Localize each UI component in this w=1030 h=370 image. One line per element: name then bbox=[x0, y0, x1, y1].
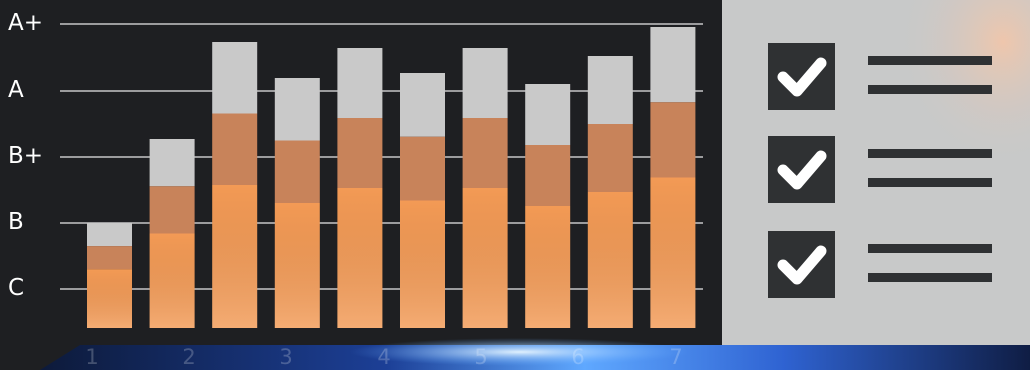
y-tick-label: A bbox=[8, 77, 24, 103]
floor-hotspot bbox=[350, 338, 690, 366]
checklist-item bbox=[768, 136, 992, 203]
bar-fade bbox=[525, 206, 571, 328]
checkmark-icon bbox=[777, 245, 827, 285]
checkmark-icon bbox=[777, 150, 827, 190]
bar-segment-middle bbox=[212, 113, 258, 185]
text-line bbox=[868, 273, 992, 282]
y-tick-label: A+ bbox=[8, 10, 44, 36]
text-line bbox=[868, 56, 992, 65]
bar bbox=[212, 42, 258, 328]
bar-segment-upper bbox=[212, 42, 258, 114]
bar-segment-middle bbox=[650, 102, 696, 178]
bar-segment-upper bbox=[587, 56, 633, 124]
bar bbox=[337, 48, 383, 328]
text-line bbox=[868, 244, 992, 253]
y-tick-label: B bbox=[8, 209, 24, 235]
checkmark-icon bbox=[777, 57, 827, 97]
bar-fade bbox=[87, 269, 132, 328]
x-tick-label: 7 bbox=[669, 345, 683, 369]
bar-segment-middle bbox=[337, 118, 383, 188]
bar bbox=[462, 48, 508, 328]
bar-segment-middle bbox=[87, 246, 132, 270]
bar-fade bbox=[462, 188, 508, 328]
bar-fade bbox=[650, 177, 696, 328]
bar-fade bbox=[400, 200, 445, 328]
bar-segment-middle bbox=[149, 186, 195, 234]
bar-fade bbox=[587, 192, 633, 328]
x-tick-label: 1 bbox=[85, 345, 99, 369]
text-line bbox=[868, 178, 992, 187]
bar bbox=[525, 84, 571, 328]
bar bbox=[149, 139, 195, 328]
text-line bbox=[868, 85, 992, 94]
y-tick-label: B+ bbox=[8, 143, 44, 169]
bar-segment-middle bbox=[400, 136, 445, 201]
bar-segment-upper bbox=[525, 84, 571, 145]
bar-fade bbox=[149, 233, 195, 328]
x-tick-label: 3 bbox=[279, 345, 293, 369]
bar-segment-middle bbox=[587, 124, 633, 192]
bar-segment-upper bbox=[87, 223, 132, 247]
bar-segment-upper bbox=[400, 73, 445, 137]
bar bbox=[87, 223, 132, 328]
bar bbox=[650, 27, 696, 328]
bar bbox=[400, 73, 445, 328]
bar-fade bbox=[212, 185, 258, 328]
checklist-item bbox=[768, 231, 992, 298]
bar-segment-upper bbox=[650, 27, 696, 103]
bar-segment-upper bbox=[337, 48, 383, 118]
bar-fade bbox=[274, 203, 320, 328]
bar-segment-upper bbox=[462, 48, 508, 118]
bar-segment-upper bbox=[274, 78, 320, 141]
text-line bbox=[868, 149, 992, 158]
x-tick-label: 2 bbox=[182, 345, 196, 369]
x-tick-label: 5 bbox=[474, 345, 488, 369]
y-tick-label: C bbox=[8, 275, 25, 301]
bar bbox=[274, 78, 320, 328]
checklist bbox=[768, 43, 992, 298]
bar-segment-middle bbox=[525, 145, 571, 206]
bar-segment-upper bbox=[149, 139, 195, 187]
hand-glow bbox=[850, 0, 1030, 210]
bars bbox=[87, 27, 696, 328]
bar bbox=[587, 56, 633, 328]
x-tick-label: 4 bbox=[377, 345, 391, 369]
bar-segment-middle bbox=[274, 140, 320, 203]
x-tick-label: 6 bbox=[571, 345, 585, 369]
bar-segment-middle bbox=[462, 118, 508, 188]
checklist-item bbox=[768, 43, 992, 110]
bar-fade bbox=[337, 188, 383, 328]
